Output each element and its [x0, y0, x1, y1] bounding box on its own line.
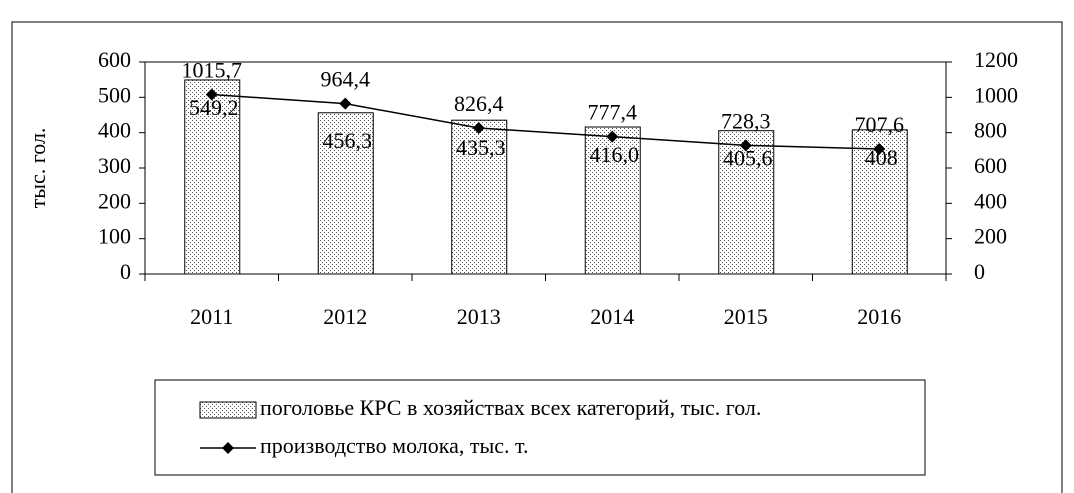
bar-value-label: 435,3	[456, 135, 506, 160]
line-marker	[472, 122, 485, 135]
line-marker	[606, 130, 619, 143]
y-tick-label: 200	[98, 188, 131, 213]
y2-tick-label: 200	[974, 224, 1007, 249]
y-axis-title: тыс. гол.	[25, 128, 50, 209]
line-marker	[205, 88, 218, 101]
y-tick-label: 500	[98, 82, 131, 107]
plot-area	[144, 61, 947, 275]
y-tick-label: 100	[98, 224, 131, 249]
bar	[317, 112, 374, 275]
line-value-label: 1015,7	[182, 58, 243, 83]
x-tick-label: 2012	[323, 304, 367, 329]
line-value-label: 777,4	[588, 100, 638, 125]
bar-value-label: 416,0	[590, 142, 640, 167]
line	[211, 93, 880, 150]
x-tick-label: 2013	[457, 304, 501, 329]
line-marker	[739, 139, 752, 152]
y2-tick-label: 600	[974, 153, 1007, 178]
bar-value-label: 549,2	[189, 95, 239, 120]
y-tick-label: 0	[120, 259, 131, 284]
y-tick-label: 600	[98, 47, 131, 72]
line-marker	[339, 97, 352, 110]
legend-marker	[222, 442, 234, 454]
line-value-label: 964,4	[321, 67, 371, 92]
line-value-label: 728,3	[721, 108, 771, 133]
y2-tick-label: 1000	[974, 82, 1018, 107]
y-tick-label: 400	[98, 118, 131, 143]
legend-label: производство молока, тыс. т.	[260, 433, 529, 458]
x-tick-label: 2016	[857, 304, 901, 329]
y2-tick-label: 0	[974, 259, 985, 284]
bar-value-label: 405,6	[723, 146, 773, 171]
x-tick-label: 2014	[590, 304, 634, 329]
line-value-label: 826,4	[454, 91, 504, 116]
x-tick-label: 2015	[724, 304, 768, 329]
bar	[451, 119, 508, 275]
legend-swatch	[199, 401, 257, 419]
y2-tick-label: 800	[974, 118, 1007, 143]
legend-label: поголовье КРС в хозяйствах всех категори…	[260, 395, 761, 420]
y2-tick-label: 400	[974, 188, 1007, 213]
line-value-label: 707,6	[855, 112, 905, 137]
legend-box	[154, 379, 926, 476]
line-marker	[873, 142, 886, 155]
x-tick-label: 2011	[190, 304, 233, 329]
y-tick-label: 300	[98, 153, 131, 178]
bar	[184, 79, 241, 275]
bar	[584, 126, 641, 275]
y2-tick-label: 1200	[974, 47, 1018, 72]
bar-value-label: 456,3	[323, 128, 373, 153]
frame	[11, 21, 1063, 493]
bar	[718, 130, 775, 275]
